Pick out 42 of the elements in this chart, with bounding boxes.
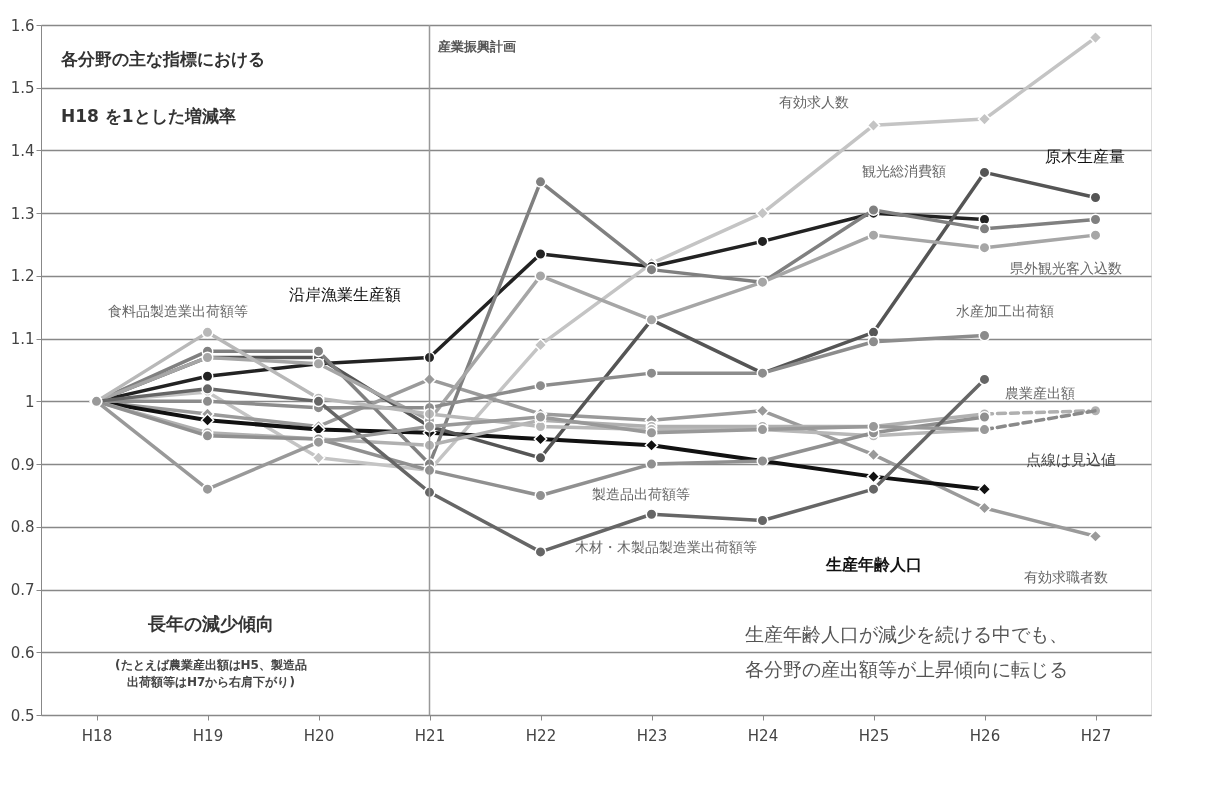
y-tick-label: 0.8 [10,518,35,537]
series-label: 原木生産量 [1044,147,1125,167]
x-tick-label: H19 [192,726,224,745]
x-tick-label: H27 [1080,726,1112,745]
series-label: 木材・木製品製造業出荷額等 [574,538,757,555]
y-tick-label: 0.7 [10,581,35,600]
text: 沿岸漁業生産額 [288,285,401,305]
y-tick-label: 1.4 [10,141,35,160]
series-label: 製造品出荷額等 [591,486,690,503]
text: 生産年齢人口 [824,554,922,574]
x-tick-label: H25 [858,726,890,745]
annotation: 各分野の主な指標における [60,49,265,69]
annotation: 出荷額等はH7から右肩下がり) [127,675,295,689]
text: 食料品製造業出荷額等 [107,303,248,320]
annotation: (たとえば農業産出額はH5、製造品 [115,658,307,672]
annotation: 長年の減少傾向 [147,613,274,634]
series-label: 水産加工出荷額 [955,302,1054,319]
y-tick-label: 1 [24,392,35,411]
annotation: H18 を1とした増減率 [61,106,236,126]
y-tick-label: 0.6 [10,643,35,662]
x-tick-label: H20 [303,726,335,745]
x-tick-label: H22 [525,726,557,745]
series-label: 県外観光客入込数 [1009,260,1122,277]
text: 有効求職者数 [1023,569,1108,586]
series-label: 有効求人数 [778,94,849,111]
y-tick-label: 0.9 [10,455,35,474]
y-tick-label: 1.1 [10,330,35,349]
x-tick-label: H26 [969,726,1001,745]
x-tick-label: H24 [747,726,779,745]
y-tick-label: 0.5 [10,706,35,725]
annotation: 各分野の産出額等が上昇傾向に転じる [744,658,1068,680]
annotation: 生産年齢人口が減少を続ける中でも、 [744,623,1068,645]
y-tick-label: 1.2 [10,267,35,286]
ref-line-label: 産業振興計画 [436,39,516,54]
y-tick-label: 1.3 [10,204,35,223]
y-tick-label: 1.6 [10,16,35,35]
y-tick-label: 1.5 [10,79,35,98]
text: 観光総消費額 [861,163,946,180]
x-tick-label: H21 [414,726,446,745]
series-label: 農業産出額 [1004,384,1075,401]
x-tick-label: H18 [81,726,113,745]
x-tick-label: H23 [636,726,668,745]
